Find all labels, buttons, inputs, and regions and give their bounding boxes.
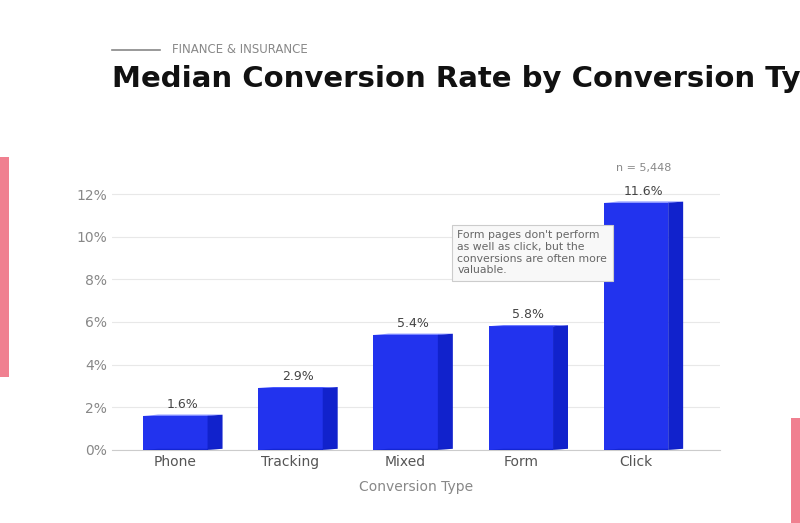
Text: 1.6%: 1.6% [167, 398, 198, 411]
Polygon shape [489, 449, 568, 450]
Text: FINANCE & INSURANCE: FINANCE & INSURANCE [172, 43, 308, 56]
Polygon shape [322, 387, 338, 450]
Text: 5.4%: 5.4% [397, 317, 429, 330]
Text: Median Conversion Rate by Conversion Type: Median Conversion Rate by Conversion Typ… [112, 65, 800, 94]
Text: Form pages don't perform
as well as click, but the
conversions are often more
va: Form pages don't perform as well as clic… [458, 230, 607, 275]
X-axis label: Conversion Type: Conversion Type [359, 480, 473, 494]
Polygon shape [489, 325, 568, 326]
Polygon shape [374, 335, 438, 450]
Polygon shape [143, 449, 222, 450]
Text: 5.8%: 5.8% [512, 309, 544, 322]
Polygon shape [553, 325, 568, 450]
Polygon shape [438, 334, 453, 450]
Text: 2.9%: 2.9% [282, 370, 314, 383]
Polygon shape [207, 415, 222, 450]
Polygon shape [374, 449, 453, 450]
Polygon shape [668, 202, 683, 450]
Polygon shape [604, 202, 668, 450]
Polygon shape [489, 326, 553, 450]
Polygon shape [374, 334, 453, 335]
Polygon shape [604, 449, 683, 450]
Polygon shape [258, 388, 322, 450]
Polygon shape [258, 449, 338, 450]
Text: 11.6%: 11.6% [624, 185, 663, 198]
Polygon shape [143, 415, 222, 416]
Text: n = 5,448: n = 5,448 [616, 163, 671, 173]
Polygon shape [143, 416, 207, 450]
Polygon shape [258, 387, 338, 388]
